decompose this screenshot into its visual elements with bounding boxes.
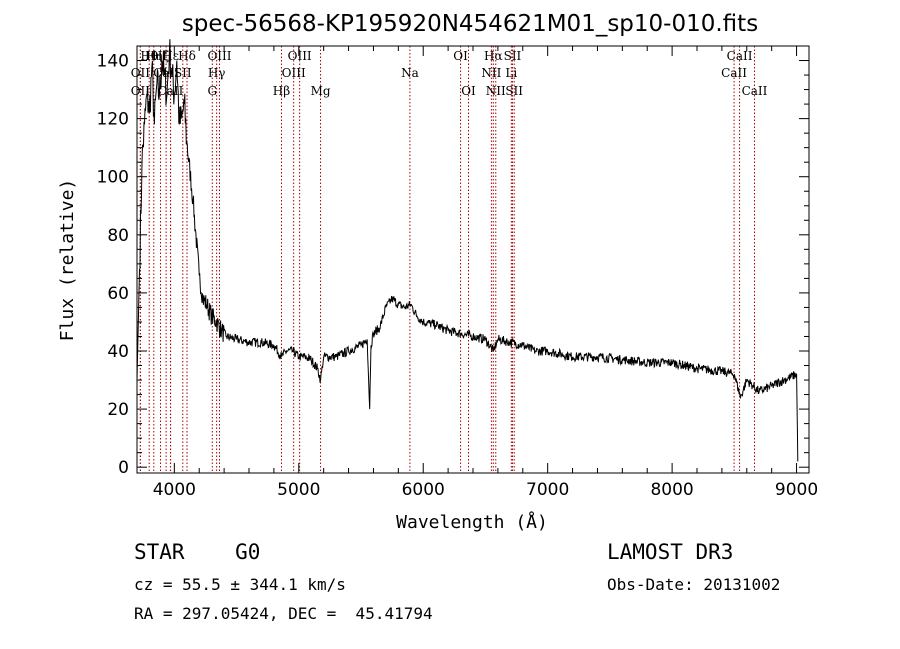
line-label-18: OI <box>453 49 468 63</box>
y-tick-label: 120 <box>97 110 129 130</box>
y-tick-label: 0 <box>118 458 129 478</box>
line-label-15: OIII <box>282 66 306 80</box>
line-label-7: CaII <box>158 84 184 98</box>
y-axis-label: Flux (relative) <box>57 179 78 342</box>
line-label-11: Hγ <box>208 66 226 80</box>
line-label-1: OII <box>131 66 151 80</box>
line-label-20: Hα <box>484 49 503 63</box>
line-label-27: CaII <box>721 66 747 80</box>
y-tick-label: 20 <box>107 400 129 420</box>
line-label-14: OIII <box>288 49 312 63</box>
line-label-24: Li <box>505 66 517 80</box>
line-label-25: SII <box>505 84 523 98</box>
y-axis: 0 20 40 60 80 100 120 140 <box>97 52 809 478</box>
redshift-cz: cz = 55.5 ± 344.1 km/s <box>134 575 346 594</box>
line-label-3: Hη <box>145 49 163 63</box>
line-label-0: Hθ <box>140 49 158 63</box>
y-tick-label: 40 <box>107 342 129 362</box>
line-label-19: OI <box>461 84 476 98</box>
y-tick-label: 80 <box>107 226 129 246</box>
x-tick-label: 6000 <box>402 480 445 500</box>
ra-dec: RA = 297.05424, DEC = 45.41794 <box>134 604 433 623</box>
x-axis-label: Wavelength (Å) <box>396 511 548 533</box>
plot-frame <box>136 45 810 474</box>
chart-title: spec-56568-KP195920N454621M01_sp10-010.f… <box>182 11 758 37</box>
x-tick-label: 8000 <box>650 480 693 500</box>
y-tick-label: 140 <box>97 52 129 72</box>
x-tick-label: 7000 <box>526 480 569 500</box>
line-label-4: Hζ <box>152 49 169 63</box>
line-label-13: Hβ <box>273 84 290 98</box>
survey-name: LAMOST DR3 <box>607 540 734 564</box>
line-label-23: SII <box>504 49 522 63</box>
x-tick-label: 5000 <box>277 480 320 500</box>
y-tick-label: 100 <box>97 168 129 188</box>
line-label-12: G <box>207 84 217 98</box>
line-label-8: SII <box>174 66 192 80</box>
flux-series-line <box>136 39 799 462</box>
line-label-28: CaII <box>742 84 768 98</box>
x-axis: 4000 5000 6000 7000 8000 9000 <box>153 46 818 500</box>
spectral-line-markers <box>139 46 755 473</box>
x-tick-label: 9000 <box>775 480 818 500</box>
line-label-2: OII <box>131 84 151 98</box>
line-label-10: OIII <box>207 49 231 63</box>
line-label-22: NII <box>486 84 506 98</box>
line-label-16: Mg <box>311 84 331 98</box>
object-class: STAR G0 <box>134 540 261 564</box>
y-tick-label: 60 <box>107 284 129 304</box>
line-label-21: NII <box>481 66 501 80</box>
line-label-26: CaII <box>727 49 753 63</box>
line-label-9: Hδ <box>178 49 196 63</box>
x-tick-label: 4000 <box>153 480 196 500</box>
obs-date: Obs-Date: 20131002 <box>607 575 781 594</box>
line-label-17: Na <box>401 66 419 80</box>
